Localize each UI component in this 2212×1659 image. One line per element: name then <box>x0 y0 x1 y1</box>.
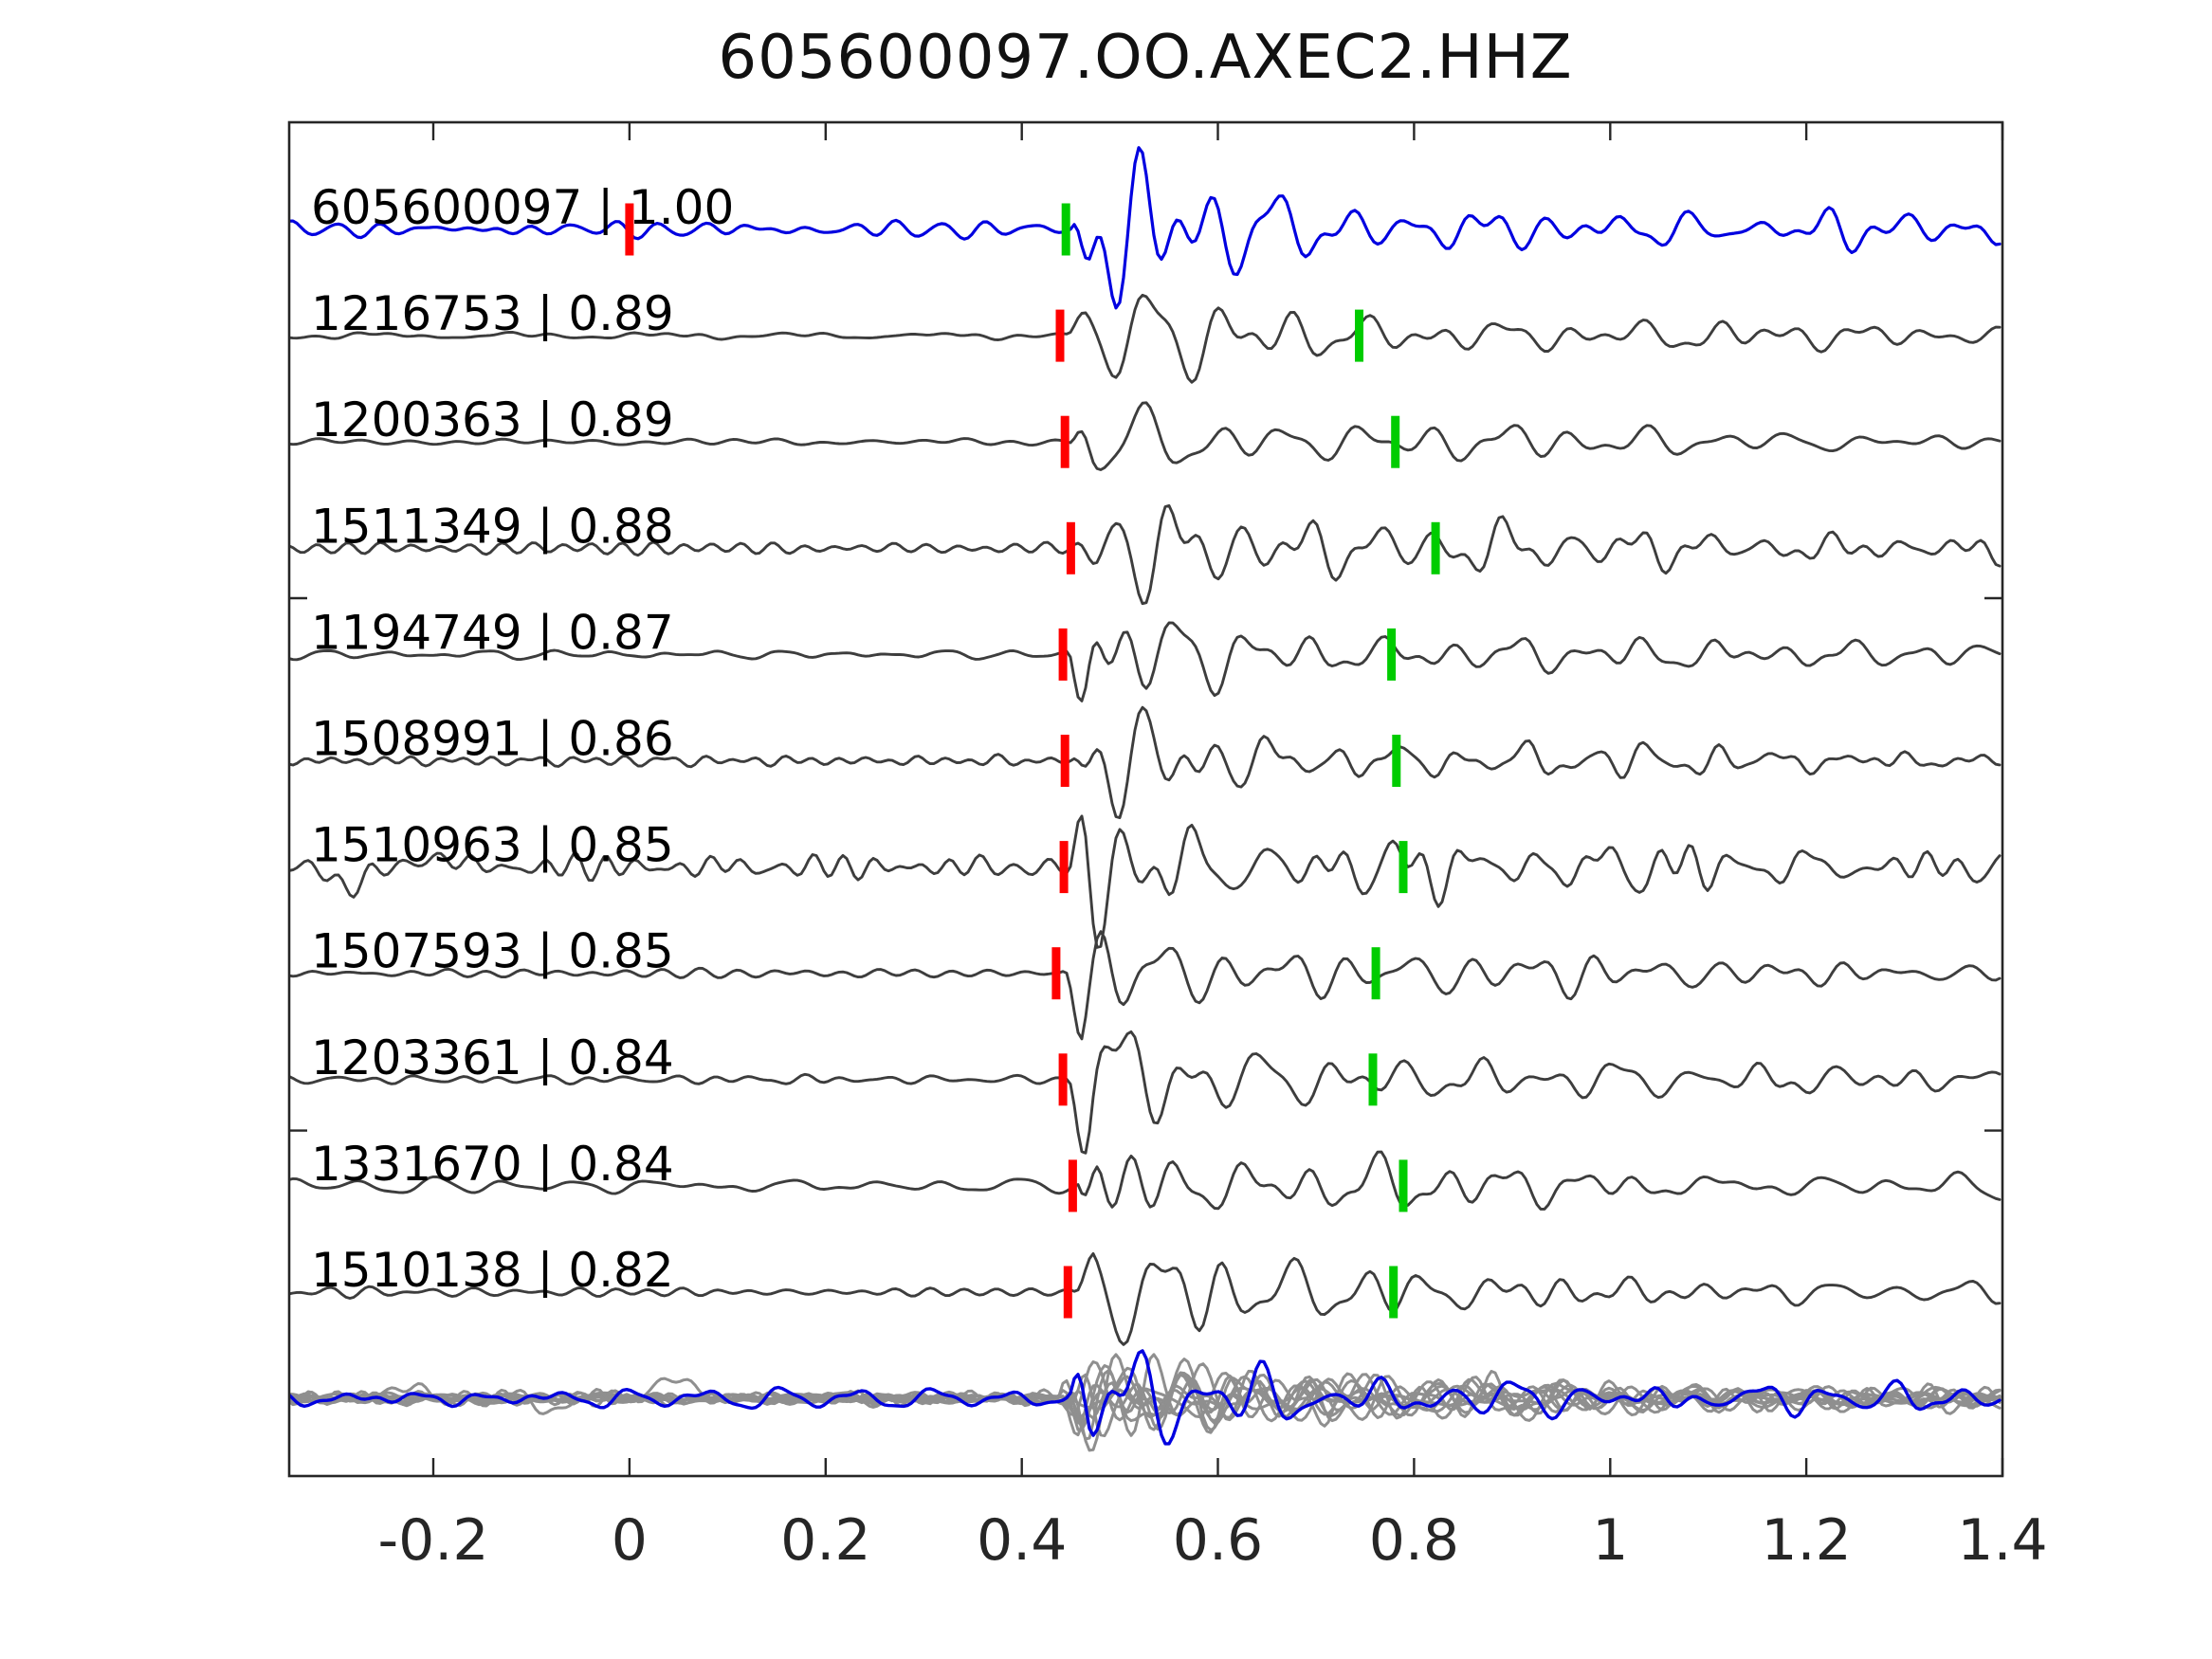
trace-label: 1194749 | 0.87 <box>311 605 674 660</box>
x-tick-label: 0.8 <box>1369 1507 1459 1574</box>
stack-member-trace <box>289 1370 2002 1423</box>
x-tick-label: 0.4 <box>977 1507 1067 1574</box>
detection-waveform-trace <box>289 503 2002 606</box>
trace-label: 1511349 | 0.88 <box>311 499 674 554</box>
green-pick-marker <box>1061 203 1070 256</box>
red-pick-marker <box>1059 841 1069 894</box>
trace-label: 1331670 | 0.84 <box>311 1137 674 1192</box>
x-tick-label: 0.6 <box>1173 1507 1263 1574</box>
stack-member-trace <box>289 1369 2002 1441</box>
detection-waveform-trace <box>289 621 2002 702</box>
green-pick-marker <box>1431 521 1440 574</box>
trace-label: 1203361 | 0.84 <box>311 1030 674 1085</box>
trace-label: 605600097 | 1.00 <box>311 180 734 235</box>
green-pick-marker <box>1355 309 1363 362</box>
green-pick-marker <box>1389 1266 1398 1319</box>
green-pick-marker <box>1391 415 1400 468</box>
x-tick-label: 1.4 <box>1957 1507 2047 1574</box>
stack-member-trace <box>289 1372 2002 1431</box>
red-pick-marker <box>1051 947 1061 1000</box>
x-tick-label: 1.2 <box>1761 1507 1851 1574</box>
x-tick-label: 0.2 <box>780 1507 870 1574</box>
trace-label: 1508991 | 0.86 <box>311 712 674 767</box>
detection-waveform-trace <box>289 1251 2002 1346</box>
green-pick-marker <box>1392 735 1401 787</box>
red-pick-marker <box>1055 309 1065 362</box>
green-pick-marker <box>1387 628 1397 681</box>
red-pick-marker <box>1068 1159 1077 1212</box>
red-pick-marker <box>1058 1053 1068 1106</box>
x-tick-label: 0 <box>612 1507 648 1574</box>
trace-label: 1510138 | 0.82 <box>311 1243 674 1298</box>
red-pick-marker <box>1058 628 1068 681</box>
green-pick-marker <box>1368 1053 1378 1106</box>
green-pick-marker <box>1371 947 1380 1000</box>
stack-template-trace <box>289 1349 2002 1446</box>
red-pick-marker <box>1063 1266 1072 1319</box>
red-pick-marker <box>1060 735 1069 787</box>
trace-label: 1216753 | 0.89 <box>311 286 674 341</box>
detection-waveform-trace <box>289 1030 2002 1155</box>
chart-title: 605600097.OO.AXEC2.HHZ <box>718 23 1573 93</box>
detection-waveform-trace <box>289 1150 2002 1211</box>
detection-waveform-trace <box>289 705 2002 820</box>
trace-label: 1507593 | 0.85 <box>311 924 674 979</box>
x-tick-label: 1 <box>1592 1507 1628 1574</box>
red-pick-marker <box>1066 521 1075 574</box>
detection-waveform-trace <box>289 401 2002 471</box>
trace-label: 1510963 | 0.85 <box>311 818 674 873</box>
red-pick-marker <box>1060 415 1069 468</box>
green-pick-marker <box>1398 841 1408 894</box>
trace-label: 1200363 | 0.89 <box>311 392 674 447</box>
green-pick-marker <box>1398 1159 1408 1212</box>
x-tick-label: -0.2 <box>377 1507 488 1574</box>
detection-waveform-trace <box>289 930 2002 1041</box>
axes-frame <box>287 120 2004 1478</box>
template-waveform-trace <box>289 146 2002 310</box>
detection-waveform-trace <box>289 814 2002 949</box>
red-pick-marker <box>625 203 634 256</box>
detection-waveform-trace <box>289 293 2002 384</box>
